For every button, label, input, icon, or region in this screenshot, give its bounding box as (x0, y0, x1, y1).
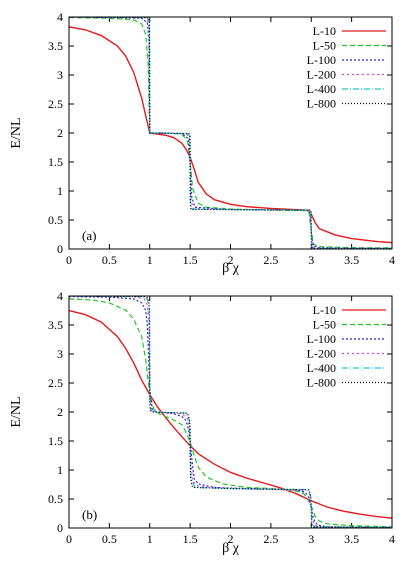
legend-entry-label: L-10 (313, 24, 336, 38)
legend-entry-label: L-400 (307, 361, 336, 375)
series-group (69, 17, 392, 249)
y-tick-label: 1 (57, 184, 63, 198)
x-tick-label: 1 (147, 253, 153, 267)
x-tick-label: 1.5 (183, 532, 198, 546)
y-tick-label: 2.5 (48, 376, 63, 390)
legend-entry-label: L-10 (313, 303, 336, 317)
y-tick-label: 0 (57, 521, 63, 535)
series-line-l-50 (69, 298, 392, 528)
legend-entry-label: L-800 (307, 97, 336, 111)
x-tick-label: 3 (308, 253, 314, 267)
x-tick-label: 2 (228, 532, 234, 546)
series-line-l-800 (69, 296, 392, 528)
series-line-l-400 (69, 17, 392, 249)
x-axis-label: β χ (222, 541, 240, 556)
x-tick-label: 0 (66, 532, 72, 546)
series-line-l-800 (69, 17, 392, 249)
y-axis-label: E/NL (9, 396, 24, 427)
series-line-l-100 (69, 296, 392, 528)
y-tick-label: 2 (57, 126, 63, 140)
y-tick-label: 1 (57, 463, 63, 477)
panel-label: (b) (82, 507, 97, 522)
y-tick-label: 4 (57, 10, 63, 24)
y-tick-label: 2 (57, 405, 63, 419)
x-tick-label: 0 (66, 253, 72, 267)
series-line-l-10 (69, 309, 392, 519)
y-tick-label: 0.5 (48, 492, 63, 506)
x-tick-label: 4 (389, 532, 395, 546)
legend-entry-label: L-50 (313, 39, 336, 53)
y-tick-label: 1.5 (48, 155, 63, 169)
legend-entry-label: L-50 (313, 318, 336, 332)
legend-entry-label: L-200 (307, 347, 336, 361)
series-line-l-100 (69, 17, 392, 249)
plot-frame (68, 295, 393, 529)
x-tick-label: 0.5 (102, 532, 117, 546)
x-tick-label: 1.5 (183, 253, 198, 267)
series-line-l-200 (69, 296, 392, 528)
panel-label: (a) (82, 228, 96, 243)
series-line-l-200 (69, 17, 392, 249)
x-tick-label: 3 (308, 532, 314, 546)
x-axis-label: β χ (222, 261, 240, 276)
legend-entry-label: L-100 (307, 53, 336, 67)
y-tick-label: 3.5 (48, 318, 63, 332)
x-tick-label: 2 (228, 253, 234, 267)
x-tick-label: 3.5 (344, 532, 359, 546)
chart-panel-b: 0 0.5 1 1.5 2 2.5 3 3.5 400.511.522.533.54L-10L-… (9, 289, 395, 556)
legend-entry-label: L-800 (307, 376, 336, 390)
y-tick-label: 3 (57, 347, 63, 361)
x-tick-label: 4 (389, 253, 395, 267)
y-tick-label: 0 (57, 242, 63, 256)
series-group (69, 296, 392, 528)
y-tick-label: 3.5 (48, 39, 63, 53)
x-tick-label: 1 (147, 532, 153, 546)
y-tick-label: 3 (57, 68, 63, 82)
x-tick-label: 2.5 (263, 532, 278, 546)
legend-entry-label: L-100 (307, 332, 336, 346)
y-tick-label: 1.5 (48, 434, 63, 448)
x-tick-label: 0.5 (102, 253, 117, 267)
x-tick-label: 2.5 (263, 253, 278, 267)
series-line-l-10 (69, 26, 392, 244)
series-line-l-400 (69, 296, 392, 528)
y-tick-label: 0.5 (48, 213, 63, 227)
plot-frame (68, 16, 393, 250)
x-tick-label: 3.5 (344, 253, 359, 267)
legend-entry-label: L-400 (307, 82, 336, 96)
y-axis-label: E/NL (9, 117, 24, 148)
legend-entry-label: L-200 (307, 68, 336, 82)
y-tick-label: 4 (57, 289, 63, 303)
series-line-l-50 (69, 17, 392, 249)
y-tick-label: 2.5 (48, 97, 63, 111)
chart-panel-a: 0 0.5 1 1.5 2 2.5 3 3.5 400.511.522.533.54L-10L-… (9, 10, 395, 276)
